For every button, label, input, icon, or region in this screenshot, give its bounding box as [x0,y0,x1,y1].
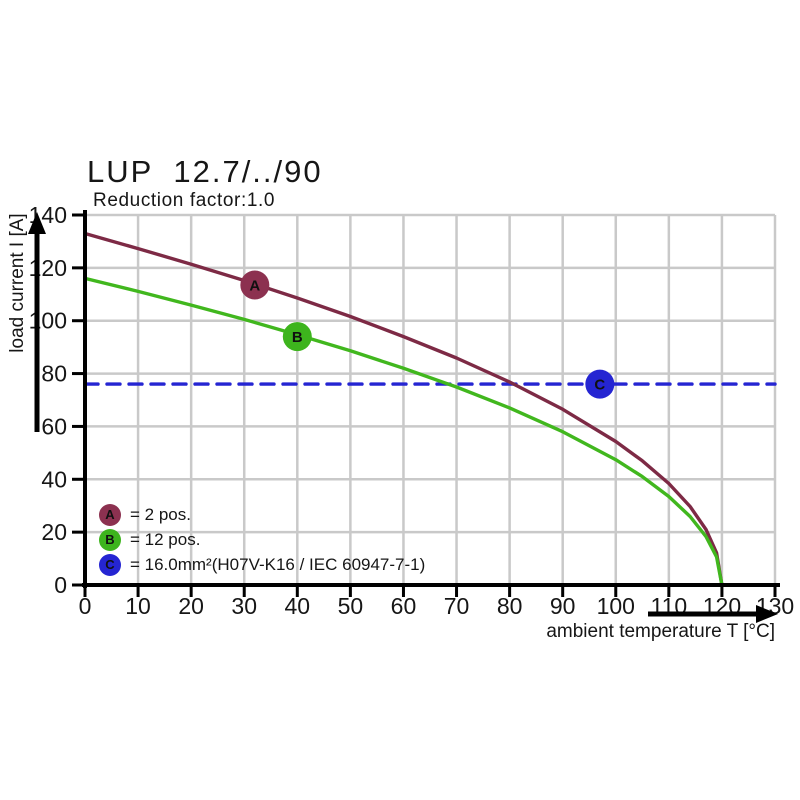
y-tick-label: 100 [29,308,67,334]
curve-B [83,276,724,587]
marker-B [282,322,312,352]
curve-A [83,231,724,587]
marker-C-label: C [594,377,605,394]
legend-label-a: = 2 pos. [130,504,191,524]
axis-arrows [28,212,778,623]
legend-item-a: A = 2 pos. [99,502,425,527]
x-tick-label: 70 [444,593,470,619]
series-curves [83,231,777,587]
legend-label-b: = 12 pos. [130,529,201,549]
y-tick-label: 20 [41,519,67,545]
legend-marker-a-icon: A [99,503,121,526]
x-axis-arrowhead-icon [756,605,778,623]
marker-A-label: A [249,278,260,295]
marker-B-label: B [292,329,303,346]
x-tick-label: 10 [125,593,151,619]
legend-marker-c-icon: C [99,553,121,576]
marker-C [585,369,615,399]
legend: A = 2 pos. B = 12 pos. C = 16.0mm²(H07V-… [99,502,425,577]
chart-title: LUP 12.7/../90 [87,154,323,189]
axes [72,210,780,597]
curve-markers: A B C [240,270,615,399]
y-tick-label: 80 [41,361,67,387]
x-tick-label: 20 [178,593,204,619]
x-tick-label: 30 [231,593,257,619]
legend-item-b: B = 12 pos. [99,527,425,552]
y-tick-label: 0 [54,572,67,598]
legend-label-c: = 16.0mm²(H07V-K16 / IEC 60947-7-1) [130,554,426,574]
y-axis-arrowhead-icon [28,212,46,234]
chart-subtitle: Reduction factor:1.0 [93,190,276,211]
marker-A [240,270,270,300]
y-tick-label: 40 [41,466,67,492]
x-tick-label: 40 [285,593,311,619]
x-tick-label: 80 [497,593,523,619]
x-tick-label: 90 [550,593,576,619]
y-tick-label: 120 [29,255,67,281]
x-axis-label: ambient temperature T [°C] [546,621,775,642]
legend-item-c: C = 16.0mm²(H07V-K16 / IEC 60947-7-1) [99,552,425,577]
x-tick-label: 0 [79,593,92,619]
x-tick-label: 60 [391,593,417,619]
x-tick-label: 50 [338,593,364,619]
legend-marker-b-icon: B [99,528,121,551]
y-tick-label: 60 [41,413,67,439]
x-tick-label: 100 [597,593,635,619]
